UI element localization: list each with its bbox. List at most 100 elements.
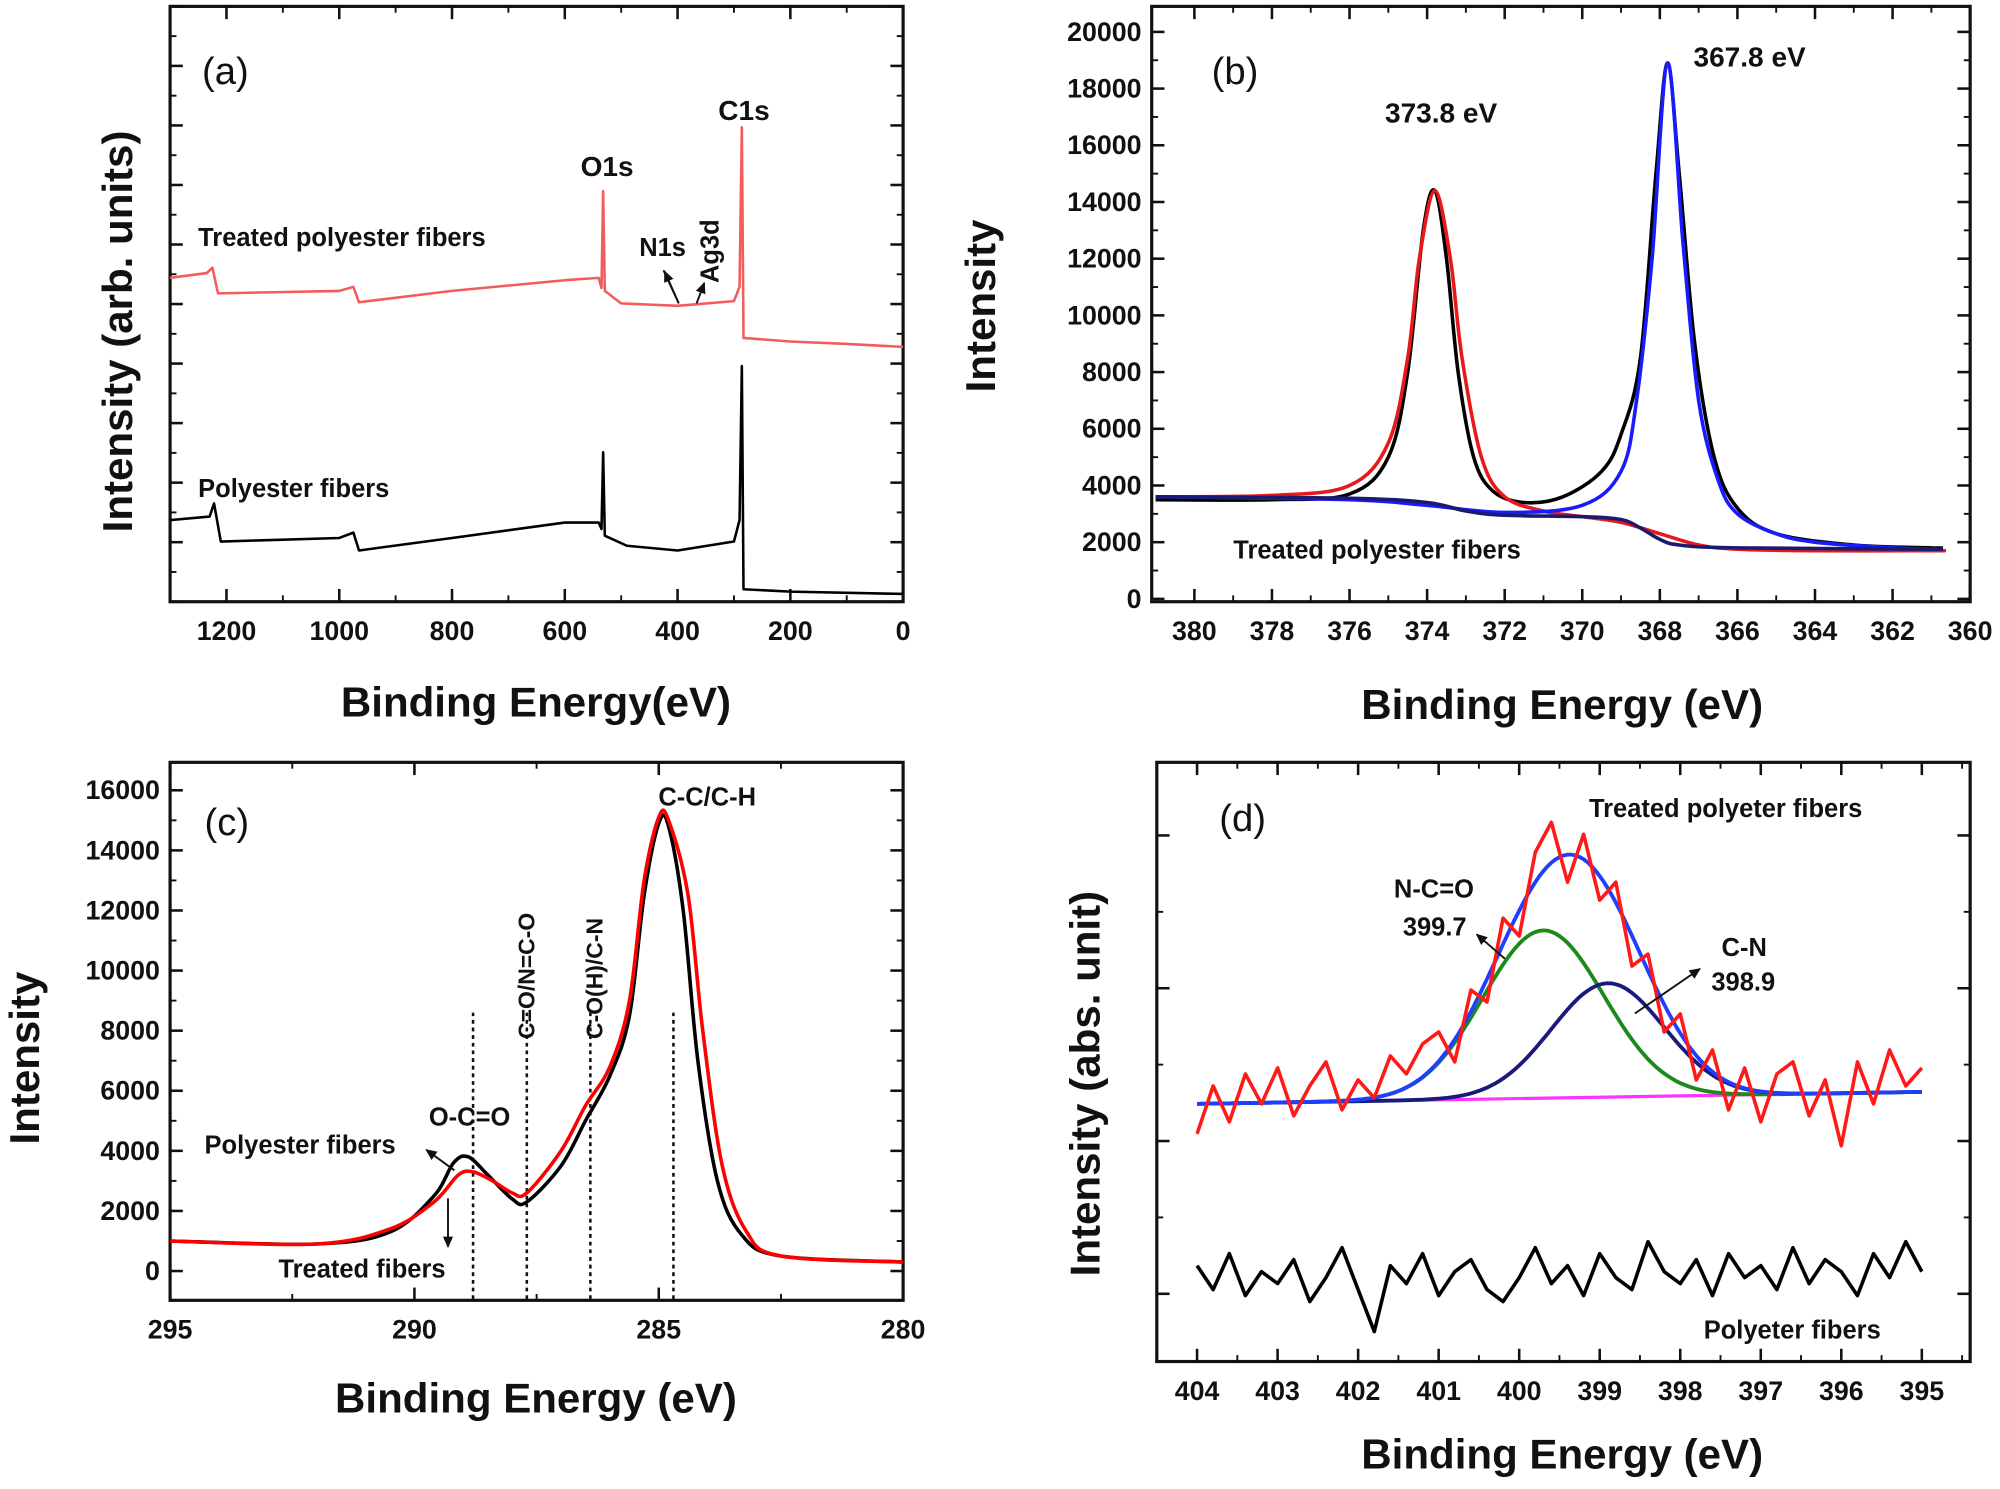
x-tick-label: 398: [1658, 1376, 1703, 1406]
annotation-treated-c: Treated fibers: [278, 1255, 445, 1283]
x-tick-label: 396: [1819, 1376, 1864, 1406]
y-tick-label: 6000: [100, 1076, 160, 1106]
x-tick-label: 295: [148, 1315, 193, 1345]
x-tick-label: 362: [1870, 616, 1915, 646]
y-tick-label: 16000: [1067, 130, 1141, 160]
series-polyester-fibers: [170, 813, 904, 1264]
annotation-398-9: 398.9: [1711, 969, 1775, 997]
annotation-treated-polyester: Treated polyester fibers: [198, 224, 486, 252]
annotation-co-nco: C=O/N=C-O: [514, 913, 540, 1039]
annotation-nco: N-C=O: [1394, 875, 1474, 903]
x-tick-label: 280: [881, 1315, 926, 1345]
series-polyeter-fibers: [1195, 1239, 1924, 1334]
x-tick-label: 397: [1738, 1376, 1783, 1406]
x-tick-label: 800: [430, 616, 475, 646]
x-tick-label: 364: [1793, 616, 1838, 646]
x-tick-label: 0: [896, 616, 911, 646]
series-curve-3: [1155, 495, 1944, 552]
y-axis-title-b: Intensity: [957, 219, 1004, 393]
fit-peak-cn: [1197, 981, 1922, 1106]
y-tick-label: 10000: [1067, 300, 1141, 330]
annotation-polyester: Polyester fibers: [198, 475, 389, 503]
x-tick-label: 370: [1560, 616, 1605, 646]
x-axis-title-c: Binding Energy (eV): [335, 1375, 737, 1422]
cn-arrow: [1634, 968, 1701, 1015]
panel-label-d: (d): [1219, 797, 1266, 840]
y-tick-label: 6000: [1082, 414, 1142, 444]
y-axis-title-d: Intensity (abs. unit): [1061, 891, 1108, 1276]
x-axis-title-b: Binding Energy (eV): [1361, 681, 1763, 728]
annotation-ag3d: Ag3d: [696, 219, 724, 283]
series-curve-2: [1155, 61, 1944, 552]
x-tick-label: 403: [1255, 1376, 1300, 1406]
panel-d: 404 403 402 401 400 399 398 397 396 395: [1155, 760, 1972, 1406]
annotation-367-8: 367.8 eV: [1694, 41, 1807, 72]
series-treated-polyester-fibers: [169, 125, 904, 349]
y-tick-label: 20000: [1067, 17, 1141, 47]
ag3d-arrow: [695, 281, 706, 304]
series-polyester-fibers: [169, 364, 904, 596]
panel-label-a: (a): [202, 50, 249, 93]
y-tick-label: 14000: [85, 835, 159, 865]
x-axis-title-d: Binding Energy (eV): [1361, 1431, 1763, 1478]
annotation-cn: C-N: [1722, 934, 1767, 962]
x-tick-label: 374: [1405, 616, 1450, 646]
y-tick-label: 18000: [1067, 74, 1141, 104]
nco-arrow: [1475, 933, 1506, 960]
x-tick-label: 1200: [197, 616, 257, 646]
x-tick-label: 600: [542, 616, 587, 646]
panel-b: 380 378 376 374 372 370 368 366 364 362 360 0 2000 40…: [1067, 4, 1993, 646]
y-axis-title-c: Intensity: [1, 971, 48, 1145]
annotation-399-7: 399.7: [1403, 914, 1467, 942]
y-tick-label: 2000: [1082, 527, 1142, 557]
annotation-treated-d: Treated polyeter fibers: [1589, 795, 1862, 823]
x-tick-label: 290: [392, 1315, 437, 1345]
x-tick-label: 360: [1948, 616, 1993, 646]
annotation-373-8: 373.8 eV: [1385, 97, 1498, 128]
annotation-n1s: N1s: [639, 234, 686, 262]
annotation-polyeter-d: Polyeter fibers: [1704, 1317, 1881, 1345]
x-tick-label: 368: [1637, 616, 1682, 646]
y-axis-title-a: Intensity (arb. units): [94, 131, 141, 533]
annotation-c1s: C1s: [718, 95, 769, 126]
y-tick-label: 16000: [85, 775, 159, 805]
x-tick-label: 402: [1336, 1376, 1381, 1406]
y-tick-label: 8000: [100, 1016, 160, 1046]
x-tick-label: 404: [1175, 1376, 1220, 1406]
x-tick-label: 380: [1172, 616, 1217, 646]
panel-c: 295 290 285 280 0 2000 4000 6000 8000 10000 12000 1…: [85, 760, 926, 1345]
polyester-arrow: [425, 1149, 455, 1172]
x-tick-label: 200: [768, 616, 813, 646]
y-tick-label: 12000: [1067, 244, 1141, 274]
panel-label-b: (b): [1212, 50, 1259, 93]
annotation-oco: O-C=O: [429, 1104, 510, 1132]
annotation-cc-ch: C-C/C-H: [658, 784, 756, 812]
plot-frame: [168, 4, 905, 604]
x-tick-label: 400: [655, 616, 700, 646]
fit-envelope: [1197, 852, 1922, 1106]
panel-label-c: (c): [205, 801, 250, 844]
y-tick-label: 4000: [100, 1136, 160, 1166]
plot-frame: [1150, 4, 1972, 604]
y-tick-label: 12000: [85, 895, 159, 925]
x-tick-label: 401: [1416, 1376, 1461, 1406]
series-treated-fibers: [170, 808, 904, 1264]
annotation-o1s: O1s: [581, 151, 634, 182]
x-tick-label: 1000: [309, 616, 369, 646]
n1s-arrowhead: [663, 270, 680, 304]
series-curve-0: [1155, 61, 1944, 550]
x-tick-label: 395: [1899, 1376, 1944, 1406]
x-axis-title-a: Binding Energy(eV): [341, 678, 731, 725]
y-tick-label: 0: [145, 1256, 160, 1286]
annotation-coh-cn: C-O(H)/C-N: [581, 918, 607, 1039]
annotation-polyester-c: Polyester fibers: [205, 1132, 396, 1160]
y-tick-label: 8000: [1082, 357, 1142, 387]
x-tick-label: 372: [1482, 616, 1527, 646]
x-tick-label: 285: [636, 1315, 681, 1345]
x-tick-label: 376: [1327, 616, 1372, 646]
y-tick-label: 2000: [100, 1196, 160, 1226]
annotation-treated-b: Treated polyester fibers: [1233, 536, 1521, 564]
x-tick-label: 378: [1250, 616, 1295, 646]
y-tick-label: 10000: [85, 955, 159, 985]
